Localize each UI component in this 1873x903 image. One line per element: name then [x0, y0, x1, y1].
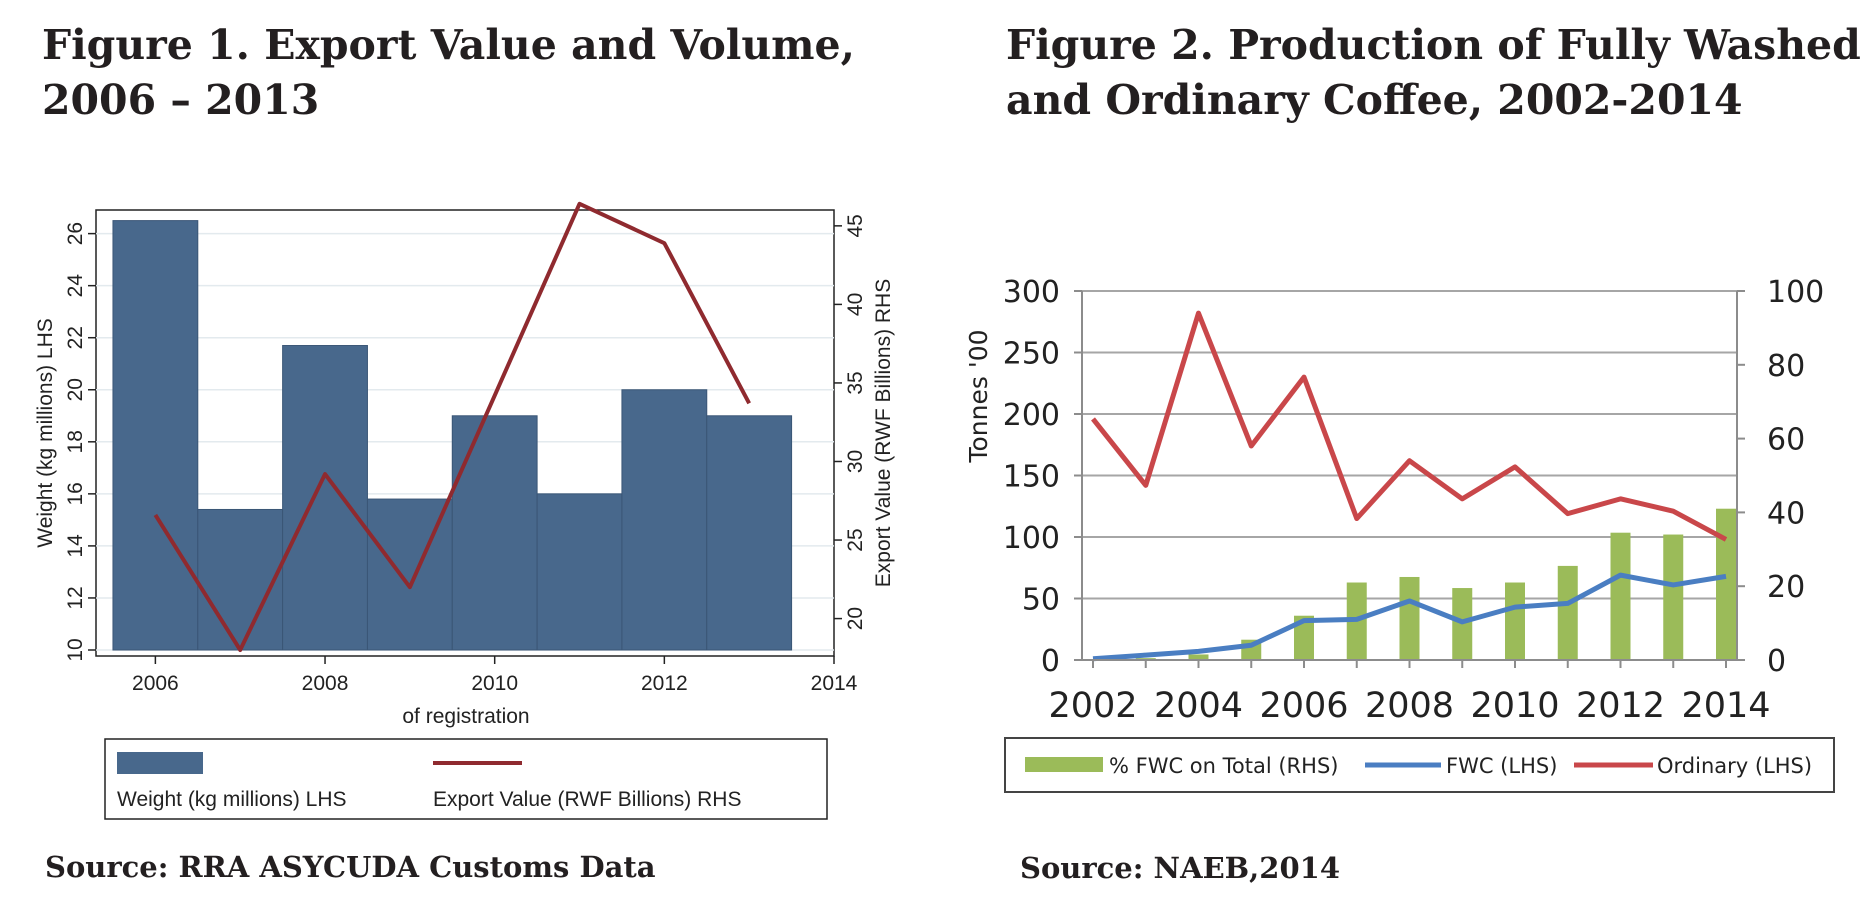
- fig2-right-tick-label: 80: [1767, 349, 1805, 384]
- fig1-x-tick-label: 2008: [302, 672, 349, 695]
- fig1-legend-label-weight: Weight (kg millions) LHS: [117, 788, 347, 811]
- fig2-left-tick-label: 250: [1003, 337, 1060, 372]
- fig1-x-axis: 2006 2008 2010 2012 2014 of registration: [132, 656, 858, 728]
- fig2-right-tick-label: 0: [1767, 644, 1786, 679]
- fig2-legend: % FWC on Total (RHS) FWC (LHS) Ordinary …: [1004, 737, 1835, 793]
- fig1-right-axis-label: Export Value (RWF Billions) RHS: [872, 279, 895, 587]
- fig2-left-tick-label: 150: [1003, 460, 1060, 495]
- figure-1-title: Figure 1. Export Value and Volume, 2006 …: [42, 21, 855, 124]
- fig2-right-tick-label: 20: [1767, 570, 1805, 605]
- fig1-right-tick-label: 30: [844, 450, 867, 473]
- fig2-bar-2014: [1716, 508, 1736, 660]
- fig2-right-tick-label: 100: [1767, 275, 1824, 310]
- fig2-bar-2006: [1294, 615, 1314, 660]
- fig1-bar-2012: [621, 389, 708, 651]
- fig2-x-tick-label: 2014: [1681, 686, 1770, 726]
- fig2-bar-2010: [1505, 582, 1525, 660]
- fig2-left-tick-label: 50: [1022, 583, 1060, 618]
- fig2-x-tick-label: 2004: [1154, 686, 1243, 726]
- fig2-left-tick-label: 0: [1041, 644, 1060, 679]
- fig1-bar-2013: [706, 415, 793, 651]
- fig2-legend-label-ordinary: Ordinary (LHS): [1657, 754, 1812, 778]
- fig1-left-axis: 10 12 14 16 18 20 22 24 26 Weight (kg millions) …: [34, 222, 96, 662]
- fig2-x-tick-label: 2012: [1576, 686, 1665, 726]
- fig2-gridlines: [1082, 290, 1737, 600]
- fig1-left-tick-label: 16: [64, 482, 87, 505]
- fig1-legend-box: [104, 738, 828, 820]
- fig2-bar-2011: [1557, 565, 1578, 660]
- fig1-right-axis: 20 25 30 35 40 45 Export Value (RWF Billions)…: [834, 214, 895, 630]
- fig1-export-value-line: [153, 201, 751, 652]
- fig2-ordinary-line: [1091, 310, 1728, 542]
- fig2-left-tick-label: 200: [1003, 398, 1060, 433]
- fig1-left-tick-label: 24: [64, 274, 87, 298]
- fig1-left-tick-label: 14: [64, 534, 87, 558]
- fig2-fwc-percent-bars: [1135, 508, 1736, 660]
- fig1-left-tick-label: 26: [64, 222, 87, 245]
- fig1-x-tick-label: 2010: [471, 672, 518, 695]
- fig1-left-tick-label: 20: [64, 378, 87, 401]
- fig1-left-tick-label: 22: [64, 326, 87, 349]
- fig2-right-tick-label: 40: [1767, 496, 1805, 531]
- fig2-bar-2012: [1610, 532, 1631, 660]
- fig2-left-tick-label: 100: [1003, 521, 1060, 556]
- fig2-fwc-line: [1092, 572, 1727, 662]
- figure-1-source: Source: RRA ASYCUDA Customs Data: [45, 850, 656, 884]
- figure-2-source: Source: NAEB,2014: [1020, 851, 1340, 885]
- fig2-bar-2013: [1663, 534, 1684, 660]
- fig1-legend-label-export: Export Value (RWF Billions) RHS: [433, 788, 741, 811]
- fig1-left-axis-label: Weight (kg millions) LHS: [34, 318, 57, 548]
- fig1-x-tick-label: 2006: [132, 672, 179, 695]
- fig2-left-axis: 0 50 100 150 200 250 300: [1003, 275, 1082, 679]
- fig1-bar-2007: [197, 508, 284, 651]
- fig2-x-tick-label: 2010: [1470, 686, 1559, 726]
- fig2-x-tick-label: 2002: [1048, 686, 1137, 726]
- figure-2-title: Figure 2. Production of Fully Washed and…: [1006, 21, 1861, 124]
- fig2-left-tick-label: 300: [1003, 275, 1060, 310]
- fig2-x-tick-label: 2008: [1365, 686, 1454, 726]
- fig2-left-axis-label: Tonnes '00: [964, 329, 993, 463]
- fig1-x-tick-label: 2012: [641, 672, 688, 695]
- fig1-left-tick-label: 10: [64, 638, 87, 661]
- fig2-legend-label-fwc: FWC (LHS): [1446, 754, 1557, 778]
- fig2-legend-swatch-fwc-percent: [1025, 757, 1103, 772]
- fig2-right-tick-label: 60: [1767, 423, 1805, 458]
- fig1-right-tick-label: 25: [844, 528, 867, 551]
- fig1-bar-2008: [282, 345, 368, 651]
- fig1-bar-2006: [112, 220, 199, 651]
- fig2-bar-2008: [1399, 576, 1420, 660]
- fig1-legend: Weight (kg millions) LHS Export Value (R…: [104, 738, 828, 820]
- fig2-x-axis: 2002 2004 2006 2008 2010 2012 2014: [1048, 660, 1771, 726]
- fig2-bar-2004: [1188, 654, 1209, 660]
- fig2-right-axis: 0 20 40 60 80 100: [1737, 275, 1824, 679]
- fig1-weight-bars: [112, 220, 793, 651]
- fig2-x-tick-label: 2006: [1259, 686, 1348, 726]
- fig2-legend-label-fwc-percent: % FWC on Total (RHS): [1109, 754, 1338, 778]
- fig1-left-tick-label: 18: [64, 430, 87, 453]
- fig1-x-tick-label: 2014: [811, 672, 858, 695]
- fig1-x-axis-label: of registration: [402, 705, 529, 728]
- fig1-right-tick-label: 40: [844, 293, 867, 316]
- fig1-left-tick-label: 12: [64, 586, 87, 609]
- fig1-right-tick-label: 20: [844, 607, 867, 630]
- fig1-legend-swatch-weight: [117, 752, 203, 774]
- fig1-right-tick-label: 35: [844, 371, 867, 394]
- fig1-right-tick-label: 45: [844, 214, 867, 237]
